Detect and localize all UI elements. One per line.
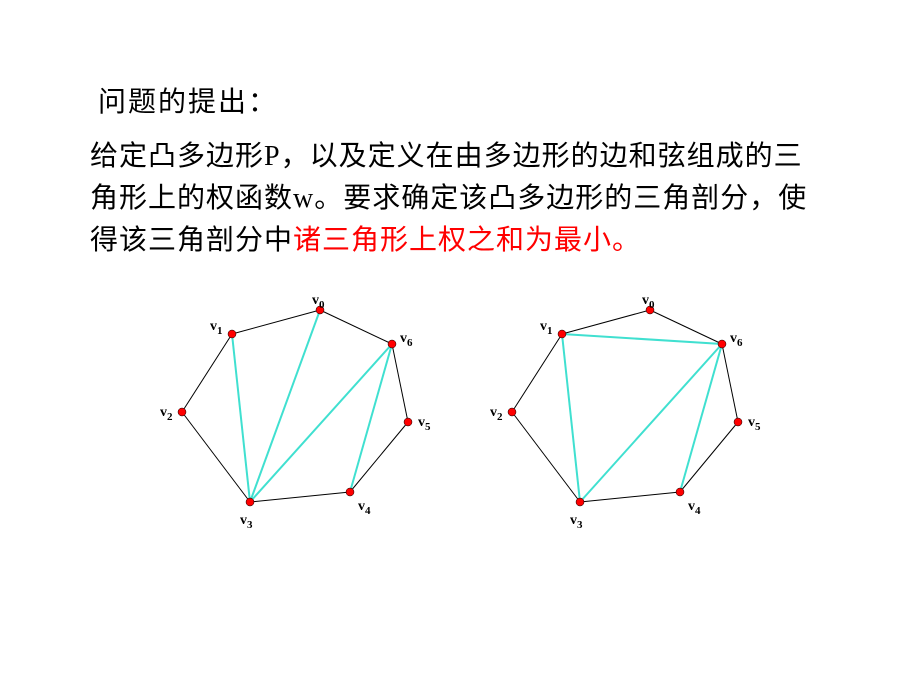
diagram-row: v0 v1 v2 v3 v4 v5 v6 v0 v1 v2 v3 v4 v5 v6 (0, 292, 920, 542)
problem-statement: 给定凸多边形P，以及定义在由多边形的边和弦组成的三角形上的权函数w。要求确定该凸… (90, 136, 830, 262)
svg-text:v1: v1 (210, 319, 223, 337)
svg-text:v4: v4 (358, 499, 371, 517)
svg-text:v2: v2 (490, 405, 503, 423)
svg-text:v1: v1 (540, 319, 553, 337)
svg-text:v5: v5 (748, 415, 761, 433)
triangulation-left: v0 v1 v2 v3 v4 v5 v6 (140, 292, 450, 542)
svg-text:v5: v5 (418, 415, 431, 433)
svg-text:v6: v6 (400, 331, 413, 349)
svg-text:v2: v2 (160, 405, 173, 423)
triangulation-right: v0 v1 v2 v3 v4 v5 v6 (470, 292, 780, 542)
svg-text:v3: v3 (570, 513, 583, 531)
svg-text:v0: v0 (312, 293, 325, 311)
svg-text:v4: v4 (688, 499, 701, 517)
svg-text:v0: v0 (642, 293, 655, 311)
svg-text:v6: v6 (730, 331, 743, 349)
body-text-highlight: 诸三角形上权之和为最小。 (293, 225, 641, 256)
section-title: 问题的提出： (98, 80, 830, 120)
svg-text:v3: v3 (240, 513, 253, 531)
